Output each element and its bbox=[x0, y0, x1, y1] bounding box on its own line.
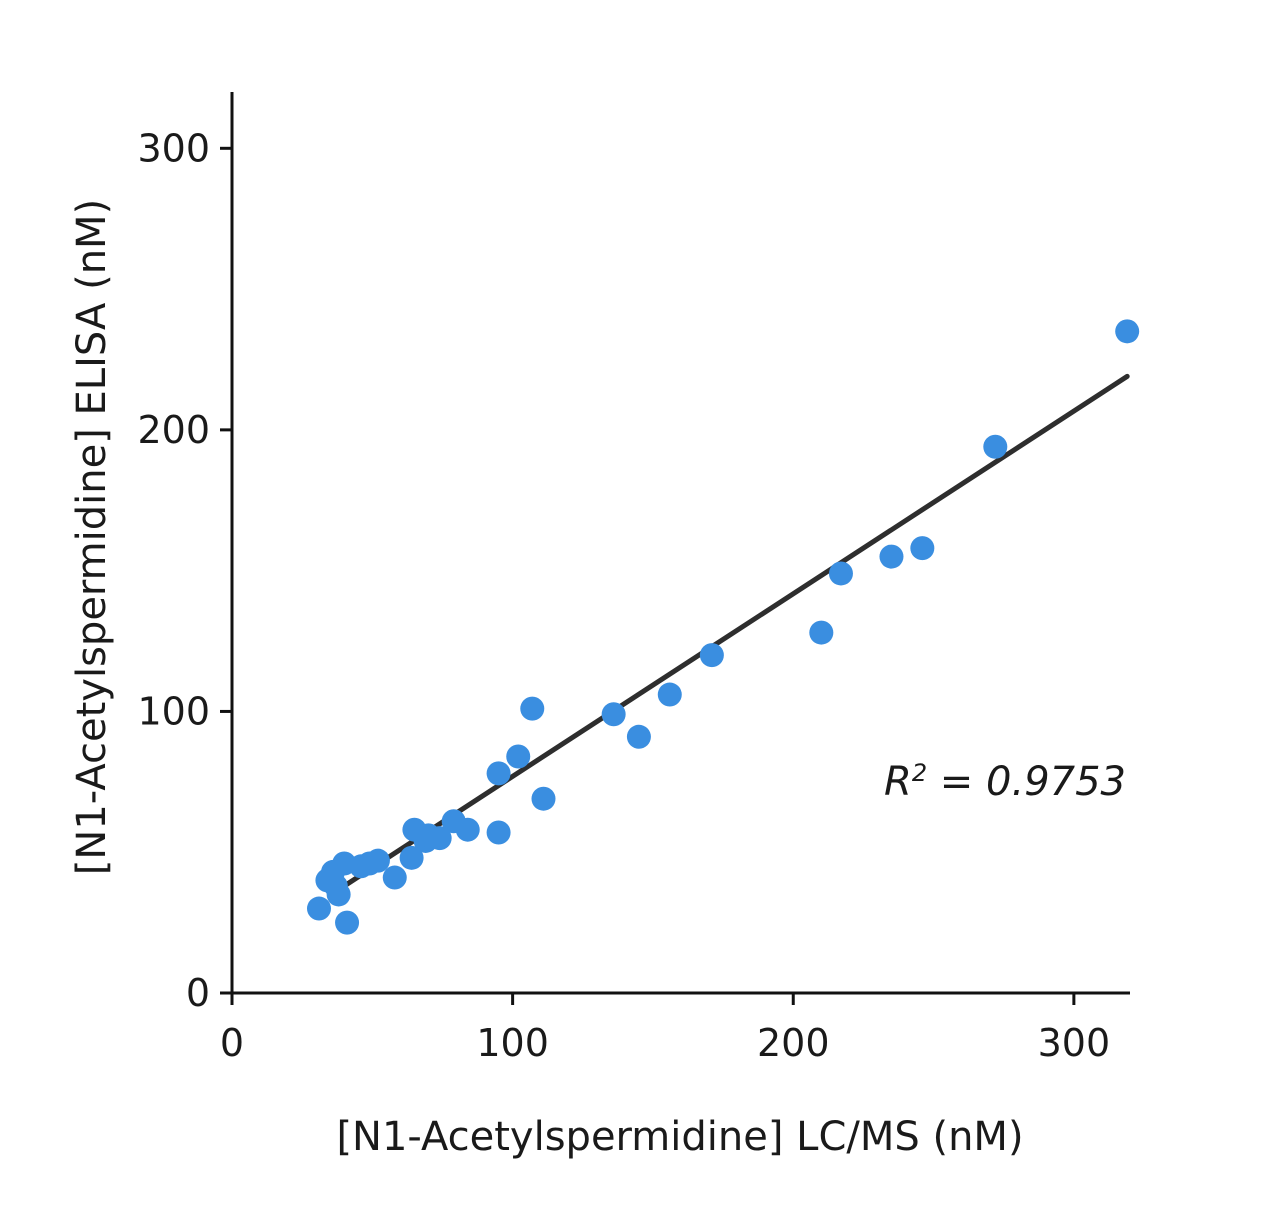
data-point bbox=[399, 845, 424, 870]
data-point bbox=[506, 744, 531, 769]
data-point bbox=[531, 786, 556, 811]
data-point bbox=[657, 682, 682, 707]
y-tick-label: 0 bbox=[186, 971, 210, 1015]
r2-value: = 0.9753 bbox=[927, 759, 1126, 805]
x-tick-label: 200 bbox=[757, 1021, 830, 1065]
data-point bbox=[879, 544, 904, 569]
y-tick-label: 300 bbox=[137, 126, 210, 170]
r-squared-annotation: R2 = 0.9753 bbox=[884, 759, 1126, 805]
r2-superscript: 2 bbox=[912, 759, 927, 787]
data-point bbox=[983, 434, 1008, 459]
y-axis-title: [N1-Acetylspermidine] ELISA (nM) bbox=[69, 199, 115, 875]
data-point bbox=[809, 620, 834, 645]
data-point bbox=[486, 820, 511, 845]
r2-label: R bbox=[884, 759, 912, 805]
data-point bbox=[828, 561, 853, 586]
data-point bbox=[486, 761, 511, 786]
axes: 0 100 200 300 0 100 200 300 bbox=[137, 92, 1130, 1065]
y-tick-label: 100 bbox=[137, 689, 210, 733]
data-point bbox=[326, 882, 351, 907]
data-point bbox=[601, 702, 626, 727]
data-point bbox=[520, 696, 545, 721]
regression-line-group bbox=[341, 373, 1130, 889]
data-point bbox=[626, 724, 651, 749]
x-tick-label: 100 bbox=[476, 1021, 549, 1065]
x-tick-label: 300 bbox=[1038, 1021, 1111, 1065]
regression-line bbox=[341, 373, 1130, 889]
data-points bbox=[306, 319, 1140, 935]
data-point bbox=[382, 865, 407, 890]
data-point bbox=[699, 643, 724, 668]
data-point bbox=[306, 896, 331, 921]
data-point bbox=[427, 826, 452, 851]
x-axis-title: [N1-Acetylspermidine] LC/MS (nM) bbox=[336, 1114, 1023, 1160]
y-tick-label: 200 bbox=[137, 408, 210, 452]
data-point bbox=[910, 536, 935, 561]
data-point bbox=[1115, 319, 1140, 344]
data-point bbox=[365, 848, 390, 873]
x-tick-label: 0 bbox=[220, 1021, 244, 1065]
data-point bbox=[335, 910, 360, 935]
data-point bbox=[455, 817, 480, 842]
